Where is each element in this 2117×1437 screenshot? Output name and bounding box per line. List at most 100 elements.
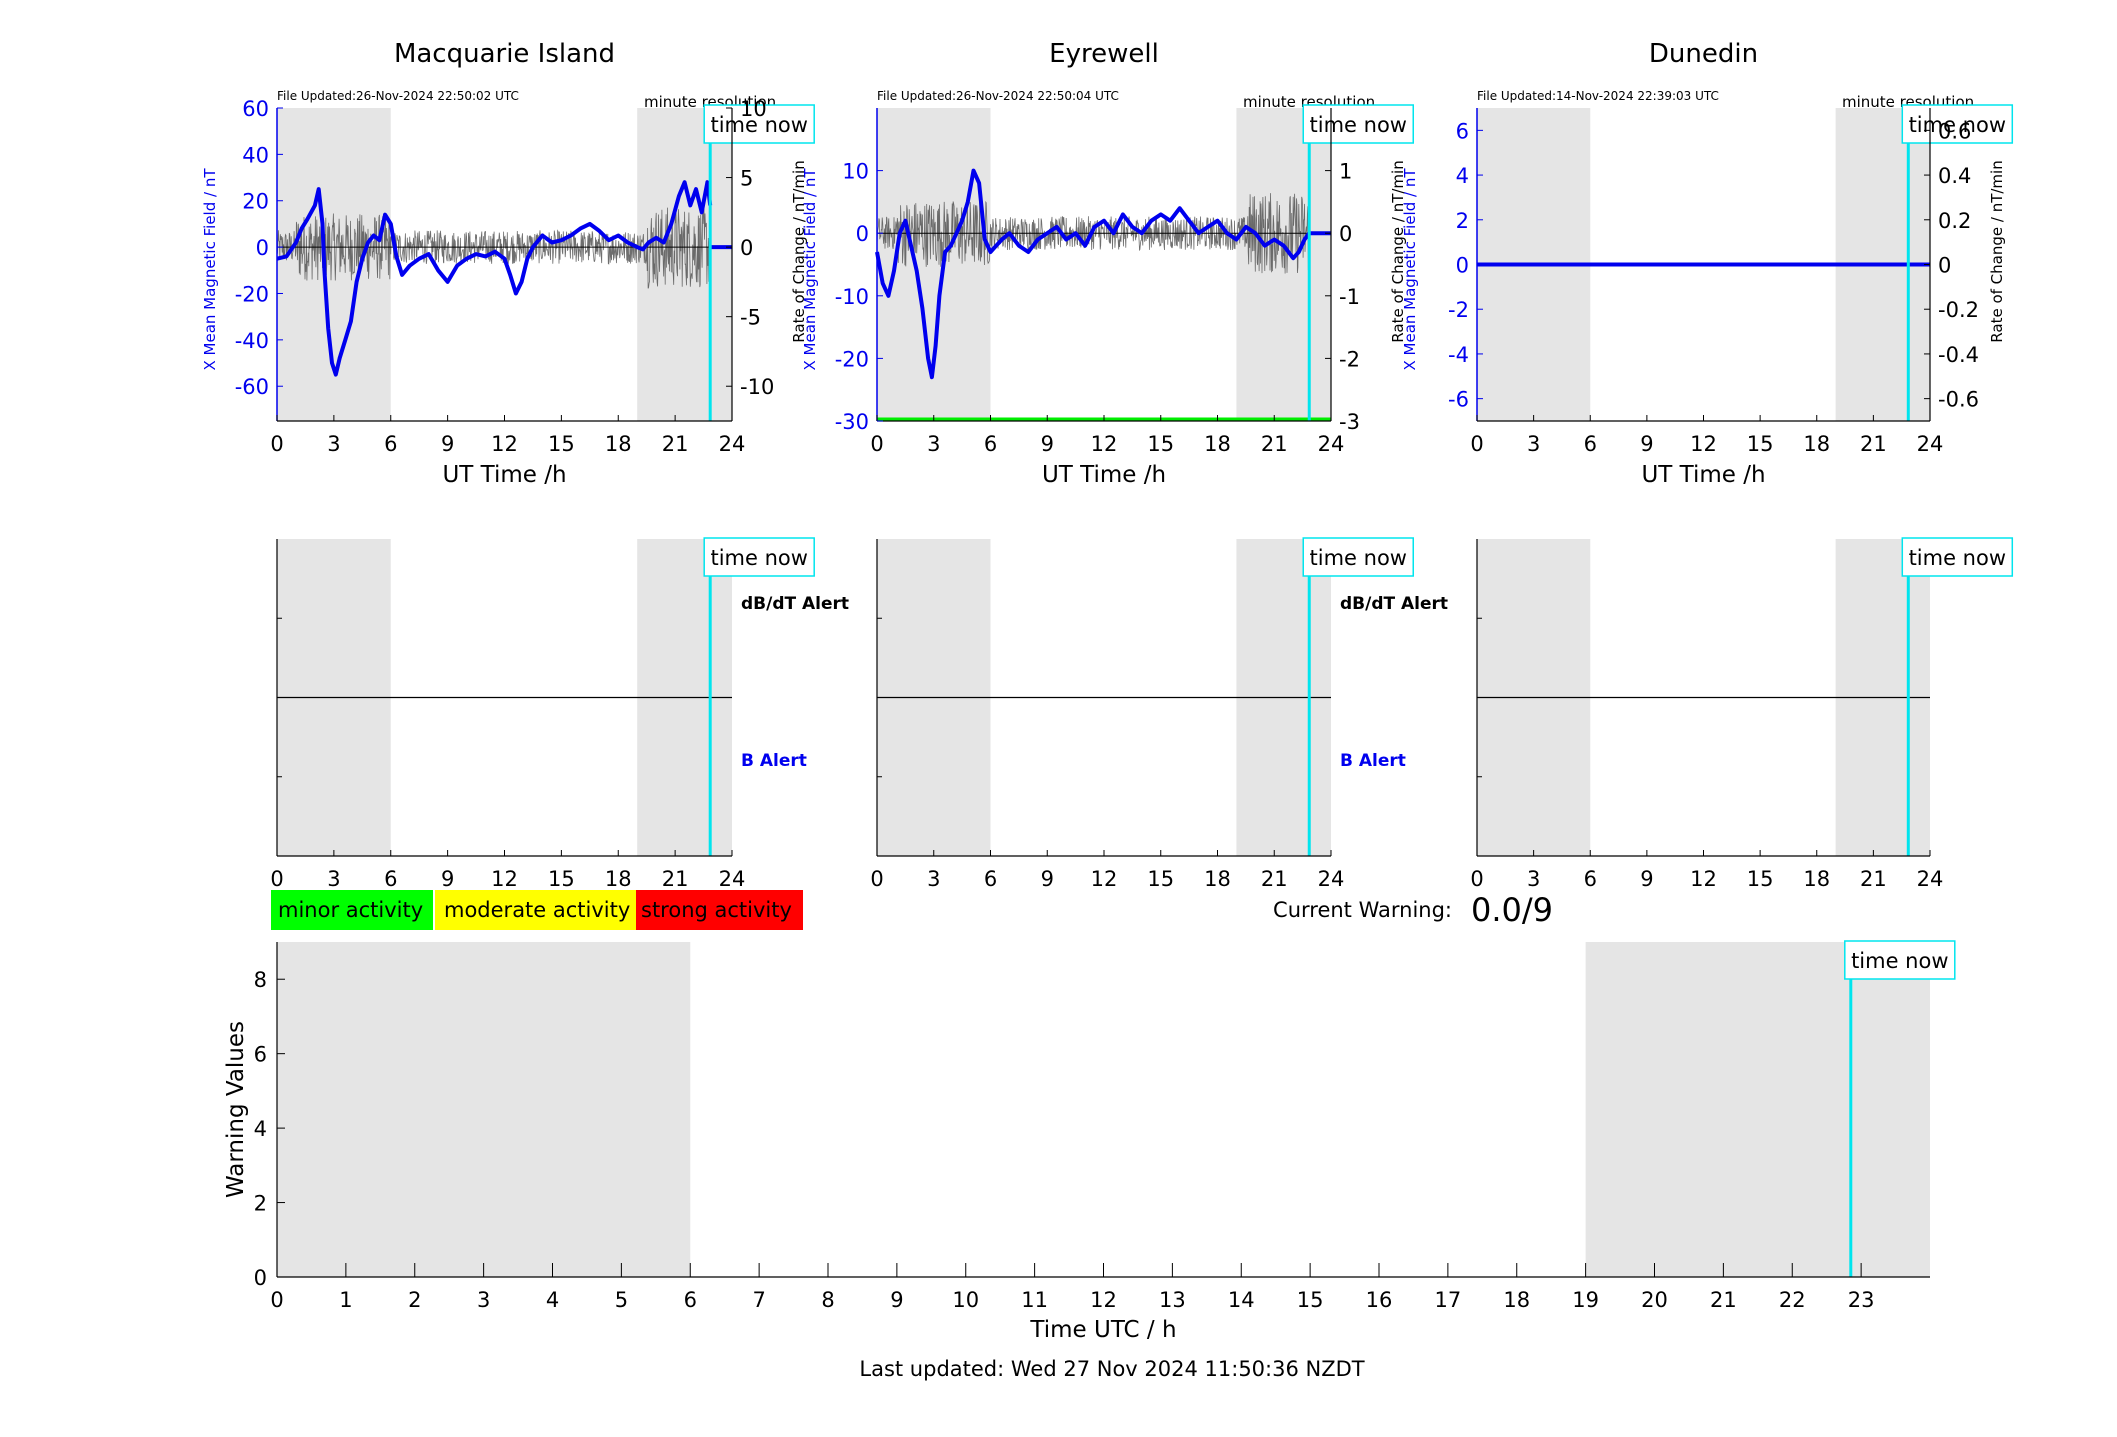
y2-tick-label: -2 — [1339, 347, 1360, 371]
x-tick-label: 2 — [408, 1288, 421, 1312]
x-tick-label: 21 — [1860, 432, 1887, 456]
x-tick-label: 6 — [684, 1288, 697, 1312]
x-tick-label: 24 — [719, 432, 746, 456]
x-tick-label: 15 — [1147, 432, 1174, 456]
x-tick-label: 12 — [1690, 867, 1717, 891]
x-tick-label: 18 — [1204, 867, 1231, 891]
x-tick-label: 15 — [548, 432, 575, 456]
rate-of-change-trace — [276, 206, 711, 289]
y2-tick-label: 0 — [1938, 254, 1951, 278]
x-tick-label: 0 — [270, 867, 283, 891]
time-now-box — [1901, 104, 2014, 144]
x-tick-label: 15 — [1147, 867, 1174, 891]
time-now-box — [1302, 104, 1414, 144]
x-tick-label: 23 — [1848, 1288, 1875, 1312]
time-now-label: time now — [710, 546, 807, 570]
time-now-label: time now — [1310, 546, 1407, 570]
x-tick-label: 3 — [927, 867, 940, 891]
left-y-axis-label: X Mean Magnetic Field / nT — [801, 168, 819, 371]
dbdt-alert-label: dB/dT Alert — [741, 594, 849, 614]
y-tick-label: 6 — [254, 1043, 267, 1067]
y2-tick-label: 5 — [740, 167, 753, 191]
activity-legend: minor activity moderate activity strong … — [271, 890, 1553, 930]
x-tick-label: 12 — [1091, 867, 1118, 891]
x-tick-label: 19 — [1572, 1288, 1599, 1312]
x-tick-label: 12 — [491, 432, 518, 456]
time-now-label: time now — [1909, 113, 2006, 137]
x-tick-label: 6 — [1584, 867, 1597, 891]
x-tick-label: 5 — [615, 1288, 628, 1312]
station-title: Dunedin — [1649, 39, 1758, 69]
x-tick-label: 0 — [870, 867, 883, 891]
y-tick-label: 8 — [254, 968, 267, 992]
moderate-activity-label: moderate activity — [444, 898, 630, 922]
right-y-axis-label: Rate of Change / nT/min — [790, 160, 808, 342]
x-tick-label: 18 — [605, 432, 632, 456]
y2-tick-label: 1 — [1339, 160, 1352, 184]
x-tick-label: 6 — [384, 867, 397, 891]
x-tick-label: 15 — [1297, 1288, 1324, 1312]
y-tick-label: 4 — [254, 1117, 267, 1141]
x-tick-label: 17 — [1435, 1288, 1462, 1312]
x-tick-label: 0 — [870, 432, 883, 456]
x-tick-label: 20 — [1641, 1288, 1668, 1312]
x-axis-label: UT Time /h — [1641, 462, 1765, 488]
alert-panel-3: time now 0 3 6 9 12 15 18 21 24 — [1470, 537, 2014, 891]
minor-activity-swatch — [271, 890, 433, 930]
right-y-axis-label: Rate of Change / nT/min — [1988, 160, 2006, 342]
x-tick-label: 3 — [477, 1288, 490, 1312]
x-tick-label: 18 — [1803, 867, 1830, 891]
x-tick-label: 21 — [1710, 1288, 1737, 1312]
y2-tick-label: 0.2 — [1938, 209, 1971, 233]
file-updated-text: File Updated:26-Nov-2024 22:50:04 UTC — [877, 89, 1119, 103]
x-axis-label: Time UTC / h — [1029, 1317, 1176, 1343]
last-updated-text: Last updated: Wed 27 Nov 2024 11:50:36 N… — [859, 1357, 1364, 1381]
y-tick-label: -40 — [235, 329, 269, 353]
x-tick-label: 0 — [270, 1288, 283, 1312]
y2-tick-label: 0.6 — [1938, 119, 1971, 143]
y-tick-label: -10 — [835, 285, 869, 309]
night-shade-region — [637, 108, 732, 421]
x-tick-label: 1 — [339, 1288, 352, 1312]
x-tick-label: 12 — [1091, 432, 1118, 456]
x-tick-label: 15 — [1747, 432, 1774, 456]
station-panel-1: Macquarie Island File Updated:26-Nov-2024… — [201, 39, 815, 488]
x-tick-label: 22 — [1779, 1288, 1806, 1312]
magnetometer-plots: Macquarie Island File Updated:26-Nov-2024… — [201, 39, 2014, 488]
x-tick-label: 9 — [1640, 432, 1653, 456]
time-now-label: time now — [1310, 113, 1407, 137]
y-axis-label: Warning Values — [223, 1021, 249, 1198]
y-tick-label: 0 — [254, 1266, 267, 1290]
x-tick-label: 9 — [890, 1288, 903, 1312]
station-title: Macquarie Island — [394, 39, 615, 69]
y2-tick-label: 0 — [740, 236, 753, 260]
y2-tick-label: -0.4 — [1938, 343, 1979, 367]
time-now-box — [1901, 537, 2014, 577]
x-tick-label: 8 — [821, 1288, 834, 1312]
x-tick-label: 3 — [1527, 867, 1540, 891]
y2-tick-label: -0.6 — [1938, 388, 1979, 412]
y-tick-label: -20 — [835, 347, 869, 371]
x-tick-label: 24 — [1917, 867, 1944, 891]
file-updated-text: File Updated:14-Nov-2024 22:39:03 UTC — [1477, 89, 1719, 103]
time-now-box — [703, 104, 815, 144]
x-tick-label: 9 — [441, 432, 454, 456]
time-now-box — [703, 537, 815, 577]
x-tick-label: 21 — [1860, 867, 1887, 891]
x-axis-label: UT Time /h — [1042, 462, 1166, 488]
x-tick-label: 10 — [952, 1288, 979, 1312]
y-tick-label: -20 — [235, 282, 269, 306]
current-warning-value: 0.0/9 — [1471, 891, 1553, 929]
x-tick-label: 9 — [441, 867, 454, 891]
x-tick-label: 3 — [327, 867, 340, 891]
right-y-axis-label: Rate of Change / nT/min — [1389, 160, 1407, 342]
y2-tick-label: -1 — [1339, 285, 1360, 309]
minor-activity-label: minor activity — [278, 898, 423, 922]
y-tick-label: 0 — [256, 236, 269, 260]
y-tick-label: -30 — [835, 410, 869, 434]
x-tick-label: 9 — [1041, 867, 1054, 891]
time-now-box — [1302, 537, 1414, 577]
x-tick-label: 4 — [546, 1288, 559, 1312]
y-tick-label: -60 — [235, 375, 269, 399]
